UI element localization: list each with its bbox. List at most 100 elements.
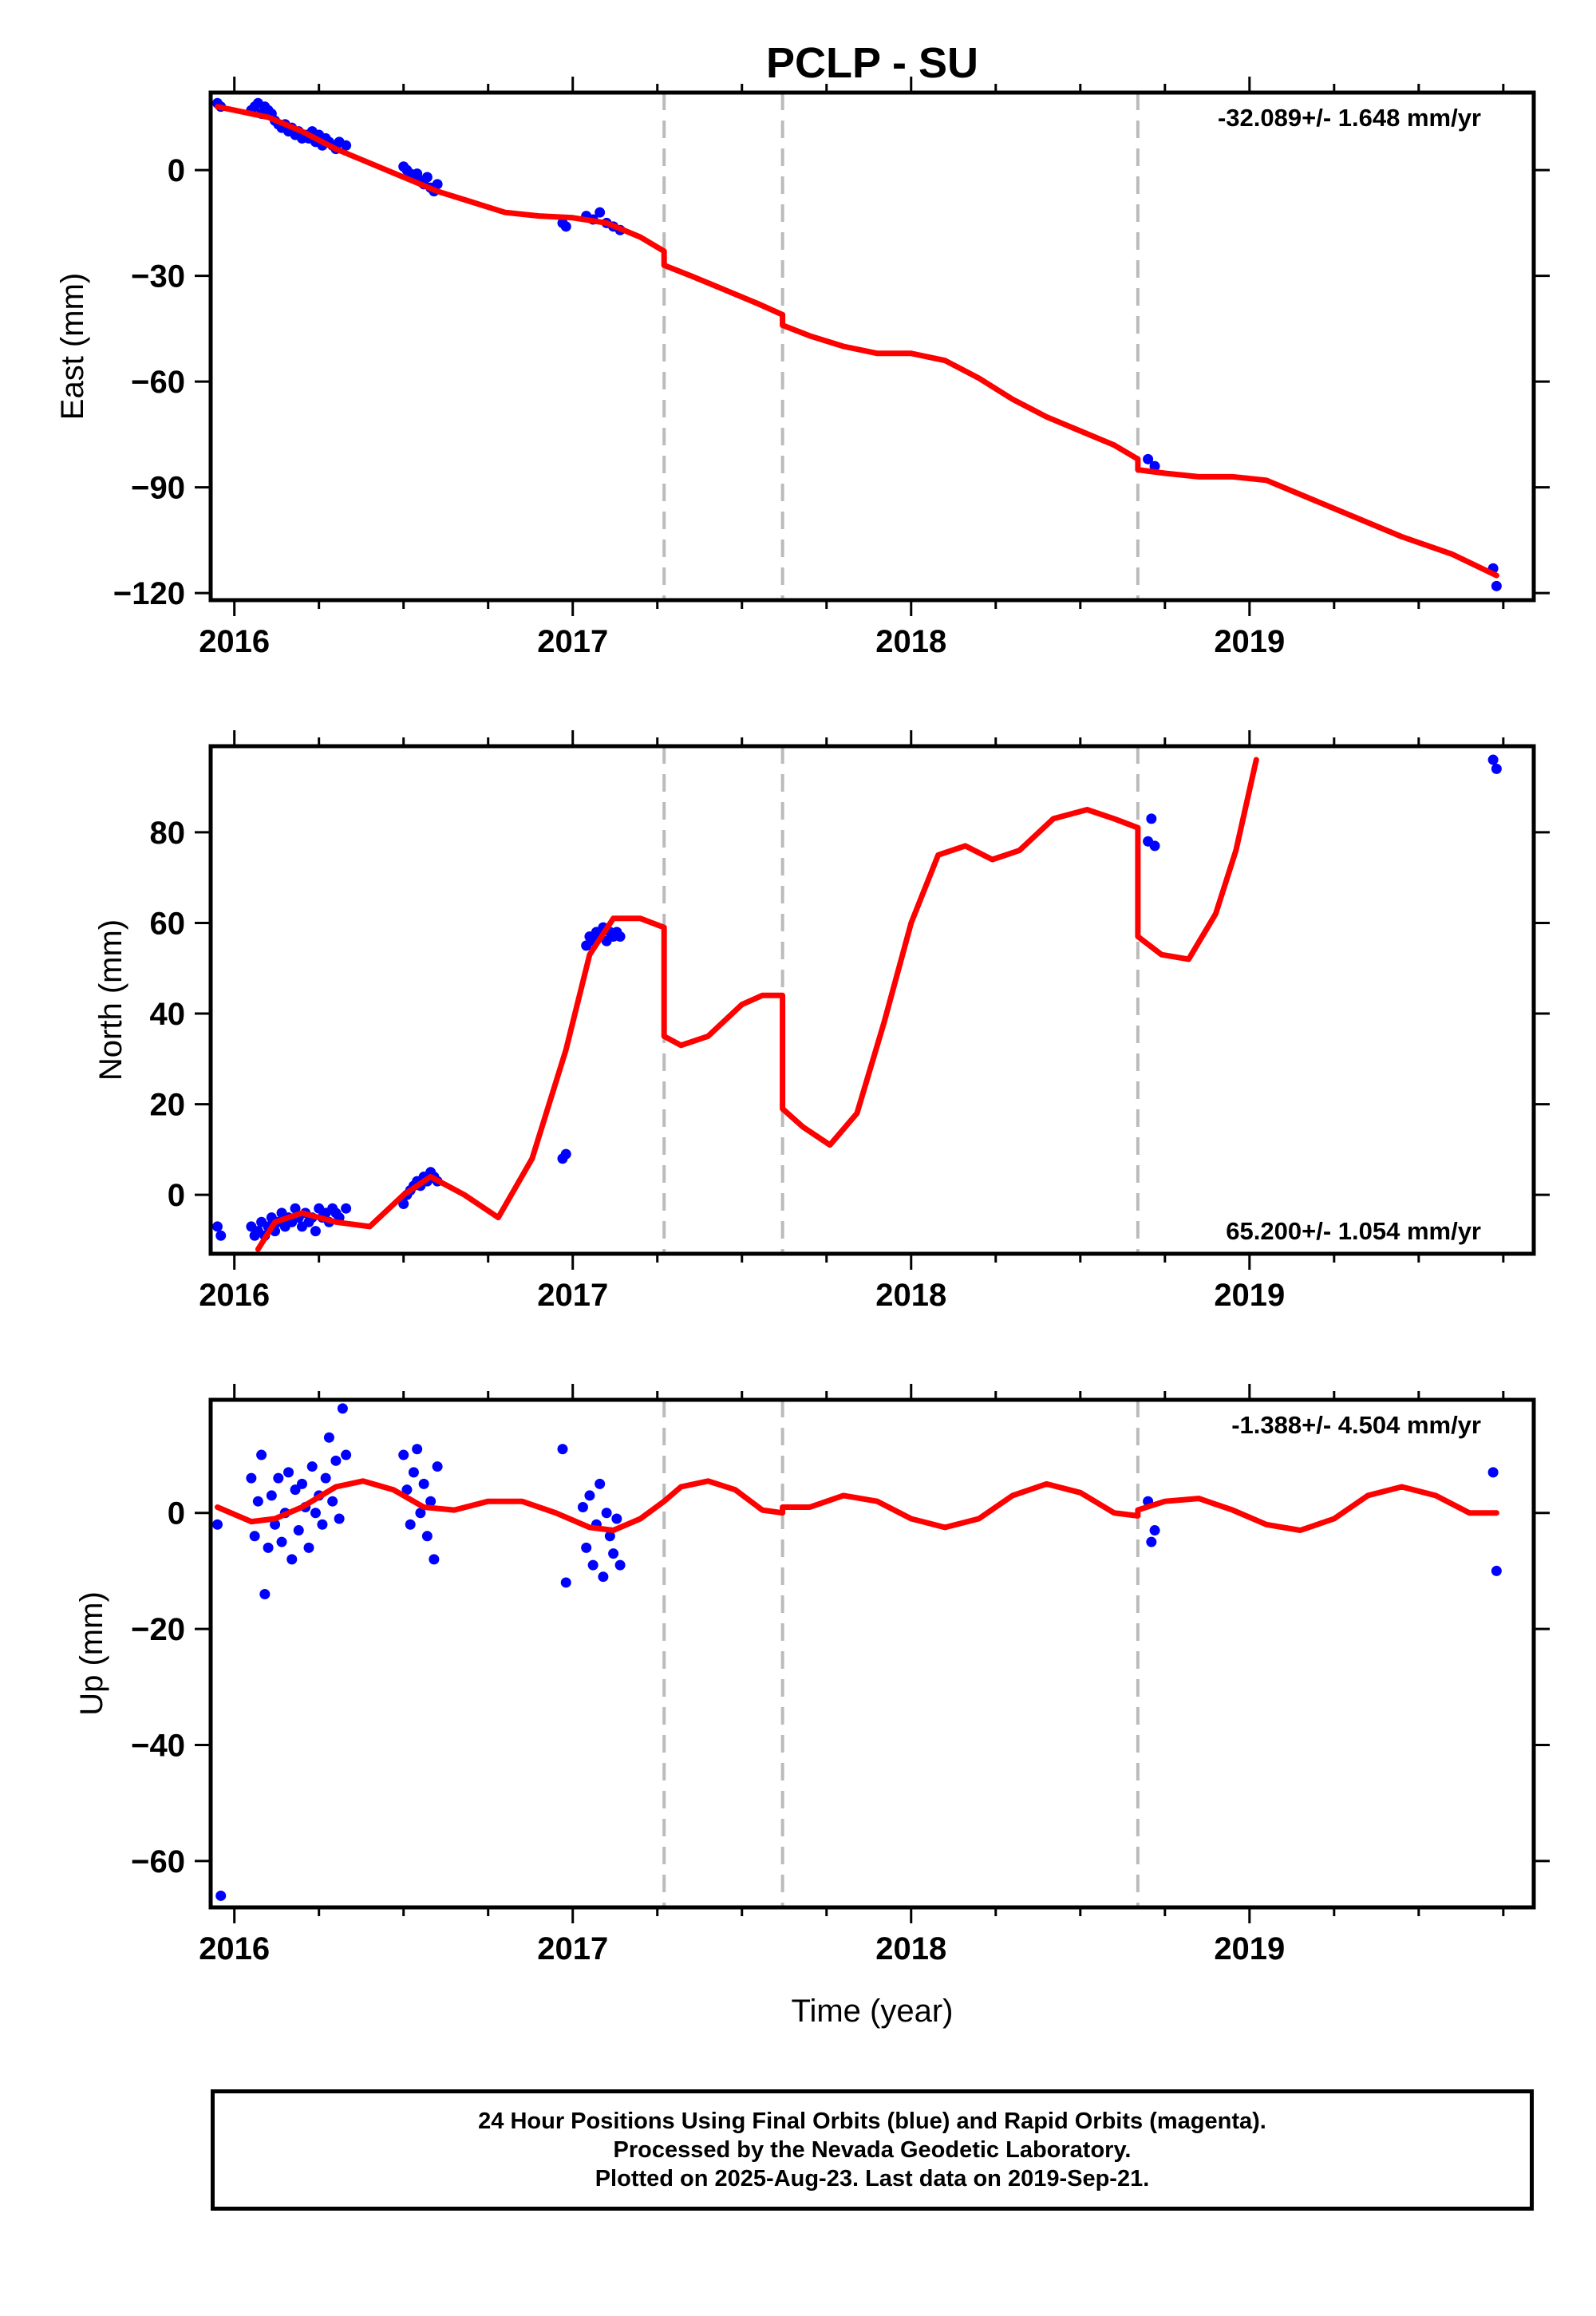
y-tick-label: −60 — [131, 1844, 185, 1879]
y-tick-label: 80 — [150, 816, 186, 851]
data-point — [1487, 1467, 1499, 1478]
data-point — [334, 1513, 345, 1524]
y-tick-label: 0 — [168, 1496, 185, 1531]
data-point — [290, 1203, 301, 1214]
y-tick-label: 40 — [150, 997, 186, 1032]
x-tick-label: 2016 — [199, 1278, 270, 1313]
data-point — [266, 1490, 277, 1501]
data-point — [293, 1525, 304, 1536]
data-point — [310, 1508, 321, 1519]
data-point — [398, 1199, 409, 1210]
y-tick-label: 20 — [150, 1088, 186, 1123]
data-point — [310, 1226, 321, 1237]
data-point — [1491, 1565, 1502, 1576]
data-point — [246, 1472, 257, 1484]
data-point — [1149, 840, 1160, 852]
data-point — [601, 1508, 612, 1519]
footer-line-2: Processed by the Nevada Geodetic Laborat… — [613, 2137, 1132, 2163]
x-tick-label: 2016 — [199, 1931, 270, 1966]
data-point — [1146, 813, 1157, 824]
data-point — [614, 931, 626, 942]
plot-frame — [208, 90, 1536, 603]
data-point — [608, 1548, 619, 1559]
x-tick-label: 2019 — [1214, 1278, 1285, 1313]
data-point — [1491, 580, 1502, 591]
data-point — [270, 1519, 281, 1530]
plot-area — [211, 97, 1502, 591]
data-point — [614, 1559, 626, 1571]
data-point — [604, 1531, 615, 1542]
data-point — [429, 1554, 440, 1565]
data-point — [1149, 1525, 1160, 1536]
data-point — [283, 1467, 294, 1478]
y-tick-label: −20 — [131, 1612, 185, 1647]
data-point — [317, 1519, 328, 1530]
data-point — [421, 1531, 433, 1542]
data-point — [581, 1542, 592, 1553]
plot-area — [211, 1403, 1502, 1901]
data-point — [323, 1432, 334, 1443]
model-curve — [215, 104, 1499, 579]
data-point — [1143, 453, 1154, 464]
y-axis-label: Up (mm) — [74, 1591, 109, 1716]
data-point — [330, 1455, 342, 1466]
data-point — [577, 1501, 588, 1512]
footer-line-1: 24 Hour Positions Using Final Orbits (bl… — [478, 2109, 1266, 2134]
data-point — [259, 1588, 271, 1599]
data-point — [1491, 763, 1502, 774]
panel-3: 2016 2017 2018 2019 0 −20 −40 −60 Up (mm) -1.388+… — [74, 1384, 1550, 2029]
plot-area — [211, 754, 1502, 1252]
x-tick-label: 2016 — [199, 624, 270, 659]
data-point — [415, 1508, 426, 1519]
data-point — [263, 1542, 274, 1553]
y-tick-label: 60 — [150, 906, 186, 941]
data-point — [286, 1554, 298, 1565]
y-axis-label: North (mm) — [93, 919, 128, 1081]
y-axis-label: East (mm) — [55, 273, 90, 420]
data-point — [421, 172, 433, 183]
data-point — [296, 1478, 307, 1489]
footer-line-3: Plotted on 2025-Aug-23. Last data on 201… — [595, 2166, 1150, 2192]
data-point — [560, 221, 571, 232]
x-tick-label: 2017 — [537, 1278, 608, 1313]
data-point — [412, 1444, 423, 1455]
data-point — [598, 1571, 609, 1583]
data-point — [425, 1496, 437, 1507]
data-point — [303, 1542, 314, 1553]
data-point — [1146, 1536, 1157, 1547]
y-tick-label: 0 — [168, 153, 185, 188]
data-point — [418, 1478, 429, 1489]
panel-1: 2016 2017 2018 2019 0 −30 −60 −90 −120 East (mm) -… — [55, 77, 1550, 659]
model-curve — [255, 757, 1259, 1252]
y-tick-label: −90 — [131, 471, 185, 506]
data-point — [341, 1449, 352, 1460]
data-point — [405, 1519, 416, 1530]
footer-box: 24 Hour Positions Using Final Orbits (bl… — [211, 2089, 1534, 2211]
data-point — [398, 1449, 409, 1460]
x-tick-label: 2017 — [537, 624, 608, 659]
data-point — [256, 1449, 267, 1460]
data-point — [595, 1478, 606, 1489]
y-tick-label: −120 — [113, 576, 185, 611]
data-point — [211, 1519, 223, 1530]
data-point — [320, 1472, 331, 1484]
rate-label: -1.388+/- 4.504 mm/yr — [1231, 1411, 1481, 1439]
x-axis-label: Time (year) — [792, 1994, 954, 2029]
data-point — [215, 1230, 227, 1241]
y-tick-label: 0 — [168, 1178, 185, 1213]
data-point — [249, 1531, 260, 1542]
data-point — [327, 1496, 338, 1507]
data-point — [560, 1577, 571, 1588]
x-tick-label: 2018 — [875, 1278, 946, 1313]
rate-label: -32.089+/- 1.648 mm/yr — [1218, 104, 1481, 132]
data-point — [401, 1484, 413, 1496]
y-tick-label: −40 — [131, 1728, 185, 1763]
data-point — [584, 1490, 595, 1501]
x-tick-label: 2019 — [1214, 1931, 1285, 1966]
x-tick-label: 2019 — [1214, 624, 1285, 659]
data-point — [560, 1148, 571, 1160]
x-tick-label: 2018 — [875, 624, 946, 659]
plot-frame — [208, 1397, 1536, 1910]
model-curve — [215, 1478, 1499, 1533]
